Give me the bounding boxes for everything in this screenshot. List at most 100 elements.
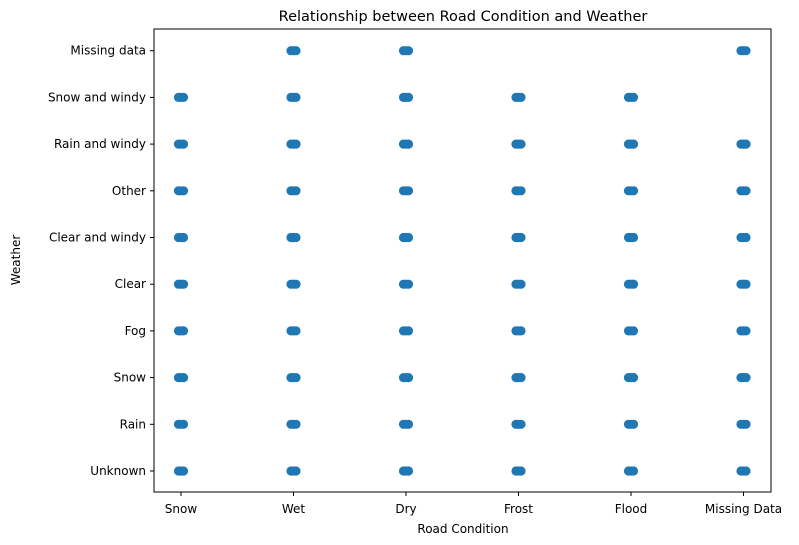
point-marker	[403, 326, 414, 336]
y-tick-label-fog: Fog	[125, 324, 146, 338]
scatter-point	[511, 139, 526, 149]
y-tick-label-snow-and-windy: Snow and windy	[48, 90, 146, 104]
scatter-point	[623, 232, 639, 243]
x-axis-label: Road Condition	[417, 522, 508, 536]
point-marker	[628, 326, 639, 336]
point-marker	[516, 139, 526, 149]
point-marker	[741, 46, 751, 56]
point-marker	[741, 419, 751, 429]
y-tick-label-rain-and-windy: Rain and windy	[54, 137, 146, 151]
scatter-point	[286, 139, 301, 149]
point-marker	[291, 279, 301, 289]
point-marker	[178, 279, 189, 289]
scatter-point	[623, 279, 639, 289]
scatter-point	[736, 232, 751, 243]
point-marker	[516, 466, 526, 476]
point-marker	[628, 279, 639, 289]
y-tick-label-unknown: Unknown	[90, 464, 146, 478]
scatter-point	[286, 279, 301, 289]
point-marker	[741, 466, 751, 476]
point-marker	[516, 279, 526, 289]
point-marker	[741, 139, 751, 149]
scatter-point	[511, 373, 526, 383]
point-marker	[178, 186, 189, 196]
point-marker	[628, 186, 639, 196]
scatter-point	[398, 326, 414, 336]
scatter-point	[398, 279, 414, 289]
scatter-point	[173, 232, 189, 243]
scatter-point	[623, 466, 639, 476]
point-marker	[403, 186, 414, 196]
scatter-point	[511, 279, 526, 289]
scatter-point	[623, 186, 639, 196]
scatter-point	[173, 139, 189, 149]
point-marker	[178, 232, 189, 243]
scatter-point	[736, 186, 751, 196]
point-marker	[741, 232, 751, 243]
scatter-point	[736, 46, 751, 56]
scatter-point	[511, 326, 526, 336]
scatter-point	[623, 92, 639, 102]
scatter-point	[398, 373, 414, 383]
point-marker	[741, 326, 751, 336]
scatter-point	[511, 186, 526, 196]
point-marker	[178, 419, 189, 429]
point-marker	[403, 373, 414, 383]
scatter-point	[511, 466, 526, 476]
point-marker	[403, 46, 414, 56]
scatter-point	[736, 139, 751, 149]
y-tick-label-snow: Snow	[114, 371, 147, 385]
scatter-point	[286, 46, 301, 56]
point-marker	[741, 373, 751, 383]
point-marker	[178, 466, 189, 476]
point-marker	[628, 466, 639, 476]
scatter-point	[736, 279, 751, 289]
point-marker	[403, 232, 414, 243]
scatter-point	[286, 373, 301, 383]
y-tick-label-clear: Clear	[115, 277, 146, 291]
scatter-point	[286, 419, 301, 429]
point-marker	[628, 139, 639, 149]
scatter-point	[173, 186, 189, 196]
scatter-point	[286, 232, 301, 243]
point-marker	[291, 92, 301, 102]
scatter-point	[623, 419, 639, 429]
y-tick-label-rain: Rain	[120, 417, 146, 431]
point-marker	[403, 419, 414, 429]
scatter-point	[511, 92, 526, 102]
point-marker	[291, 46, 301, 56]
point-marker	[178, 326, 189, 336]
point-marker	[628, 92, 639, 102]
point-marker	[516, 326, 526, 336]
point-marker	[178, 139, 189, 149]
point-marker	[178, 92, 189, 102]
scatter-point	[511, 419, 526, 429]
point-marker	[628, 419, 639, 429]
scatter-point	[173, 279, 189, 289]
point-marker	[403, 92, 414, 102]
scatter-point	[736, 466, 751, 476]
point-marker	[291, 326, 301, 336]
scatter-point	[736, 373, 751, 383]
point-marker	[516, 92, 526, 102]
point-marker	[178, 373, 189, 383]
scatter-point	[398, 92, 414, 102]
scatter-point	[511, 232, 526, 243]
point-marker	[291, 466, 301, 476]
x-tick-label-snow: Snow	[165, 502, 198, 516]
scatter-point	[398, 466, 414, 476]
plot-frame	[153, 28, 772, 493]
scatter-point	[286, 466, 301, 476]
chart-title: Relationship between Road Condition and …	[279, 9, 648, 25]
scatter-point	[398, 232, 414, 243]
scatter-point	[286, 326, 301, 336]
scatter-point	[736, 419, 751, 429]
x-tick-label-wet: Wet	[282, 502, 306, 516]
points-layer	[173, 46, 751, 476]
point-marker	[291, 232, 301, 243]
point-marker	[403, 279, 414, 289]
scatter-point	[173, 326, 189, 336]
point-marker	[403, 466, 414, 476]
point-marker	[291, 186, 301, 196]
